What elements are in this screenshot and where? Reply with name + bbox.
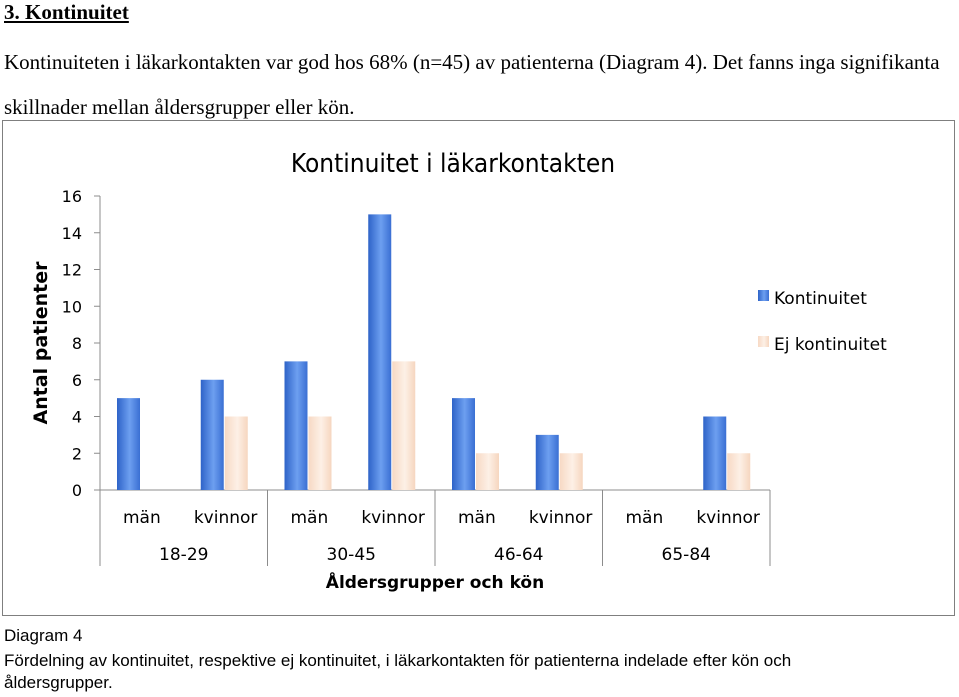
group-label: 65-84	[662, 545, 711, 565]
category-label: kvinnor	[696, 508, 760, 528]
bar-ej-kontinuitet	[476, 453, 499, 490]
caption-label: Diagram 4	[4, 626, 83, 645]
bar-kontinuitet	[452, 398, 475, 490]
bars	[117, 214, 751, 490]
chart-frame	[2, 120, 955, 616]
category-label: kvinnor	[194, 508, 258, 528]
bar-ej-kontinuitet	[559, 453, 583, 490]
bar-ej-kontinuitet	[308, 416, 332, 490]
legend-swatch	[758, 290, 769, 301]
y-tick-label: 8	[72, 334, 82, 353]
category-label: män	[458, 508, 496, 528]
y-tick-label: 14	[62, 224, 82, 243]
category-label: män	[290, 508, 328, 528]
y-tick-label: 10	[62, 297, 82, 316]
y-tick-label: 6	[72, 371, 82, 390]
group-label: 18-29	[159, 545, 208, 565]
legend-label: Ej kontinuitet	[774, 335, 887, 355]
legend-label: Kontinuitet	[774, 289, 867, 309]
category-label: män	[625, 508, 663, 528]
group-label: 30-45	[327, 545, 376, 565]
y-tick-label: 0	[72, 481, 82, 500]
legend: Kontinuitet Ej kontinuitet	[758, 289, 887, 355]
bar-kontinuitet	[117, 398, 140, 490]
bar-kontinuitet	[703, 416, 727, 490]
section-heading: 3. Kontinuitet	[4, 0, 129, 24]
category-label: kvinnor	[529, 508, 593, 528]
y-tick-label: 4	[72, 408, 82, 427]
y-tick-label: 12	[62, 261, 82, 280]
intro-paragraph: Kontinuiteten i läkarkontakten var god h…	[4, 50, 940, 119]
chart-title: Kontinuitet i läkarkontakten	[291, 149, 615, 179]
caption-text: Fördelning av kontinuitet, respektive ej…	[4, 651, 792, 692]
bar-kontinuitet	[368, 214, 392, 490]
bar-ej-kontinuitet	[224, 416, 248, 490]
category-label: kvinnor	[361, 508, 425, 528]
y-tick-label: 2	[72, 444, 82, 463]
bar-kontinuitet	[200, 379, 224, 490]
legend-swatch	[758, 336, 769, 347]
category-label: män	[123, 508, 161, 528]
axes: 0 2 4 6 8 10 12 14 16 män kvinnor män kvinnor män kvin…	[62, 187, 771, 566]
bar-ej-kontinuitet	[727, 453, 751, 490]
bar-kontinuitet	[284, 361, 308, 490]
x-axis-label: Åldersgrupper och kön	[326, 570, 544, 593]
y-axis-label: Antal patienter	[30, 261, 52, 425]
bar-kontinuitet	[535, 434, 559, 490]
group-label: 46-64	[494, 545, 543, 565]
y-tick-label: 16	[62, 187, 82, 206]
bar-ej-kontinuitet	[392, 361, 416, 490]
